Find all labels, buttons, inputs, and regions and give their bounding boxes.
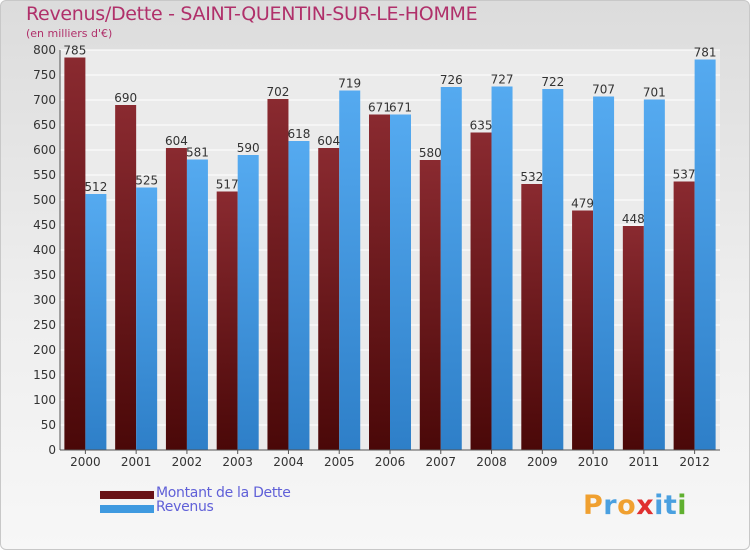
legend-label-debt: Montant de la Dette — [156, 485, 291, 501]
proxiti-logo: Proxiti — [583, 490, 687, 521]
logo-letter: i — [654, 490, 664, 521]
data-label-revenue: 618 — [288, 127, 311, 141]
data-label-debt: 635 — [470, 119, 493, 133]
y-tick-label: 650 — [33, 118, 56, 132]
x-tick-label: 2010 — [578, 455, 609, 469]
bar-revenue — [440, 87, 462, 450]
data-label-revenue: 727 — [491, 73, 514, 87]
data-label-revenue: 719 — [338, 77, 361, 91]
data-label-debt: 517 — [216, 178, 239, 192]
bar-revenue — [339, 90, 361, 450]
bar-revenue — [593, 96, 615, 450]
data-label-debt: 671 — [368, 101, 391, 115]
logo-letter: r — [603, 490, 618, 521]
data-label-revenue: 781 — [694, 46, 717, 60]
x-tick-label: 2004 — [273, 455, 304, 469]
x-tick-label: 2008 — [476, 455, 507, 469]
data-label-revenue: 726 — [440, 73, 463, 87]
x-tick-label: 2006 — [375, 455, 406, 469]
bar-revenue — [288, 141, 310, 450]
bar-debt — [318, 148, 340, 450]
x-tick-label: 2005 — [324, 455, 355, 469]
y-tick-label: 200 — [33, 343, 56, 357]
bar-debt — [572, 210, 594, 450]
y-tick-label: 500 — [33, 193, 56, 207]
data-label-revenue: 581 — [186, 146, 209, 160]
bar-revenue — [85, 194, 107, 450]
y-tick-label: 450 — [33, 218, 56, 232]
bar-debt — [165, 148, 187, 450]
logo-letter: i — [677, 490, 688, 521]
y-tick-label: 50 — [41, 418, 56, 432]
bar-revenue — [491, 86, 513, 450]
chart-title: Revenus/Dette - SAINT-QUENTIN-SUR-LE-HOM… — [26, 3, 478, 25]
y-tick-label: 600 — [33, 143, 56, 157]
data-label-debt: 580 — [419, 146, 442, 160]
bar-revenue — [390, 114, 411, 450]
bar-debt — [369, 114, 390, 450]
bar-revenue — [237, 155, 259, 450]
logo-letter: x — [636, 490, 655, 521]
y-tick-label: 350 — [33, 268, 56, 282]
bar-debt — [267, 99, 289, 450]
data-label-revenue: 722 — [541, 75, 564, 89]
data-label-revenue: 512 — [84, 180, 107, 194]
bar-revenue — [694, 59, 716, 450]
x-tick-label: 2007 — [425, 455, 456, 469]
bar-revenue — [186, 159, 208, 450]
data-label-revenue: 590 — [237, 141, 260, 155]
chart-subtitle: (en milliers d'€) — [26, 27, 113, 40]
bar-debt — [419, 160, 441, 450]
data-label-revenue: 701 — [643, 86, 666, 100]
y-tick-label: 800 — [33, 43, 56, 57]
x-tick-label: 2000 — [70, 455, 101, 469]
bar-debt — [216, 191, 238, 450]
x-tick-label: 2011 — [629, 455, 660, 469]
y-tick-label: 400 — [33, 243, 56, 257]
data-label-debt: 604 — [317, 134, 340, 148]
logo-letter: P — [583, 490, 604, 521]
x-tick-label: 2003 — [222, 455, 253, 469]
bar-debt — [673, 181, 695, 450]
data-label-debt: 537 — [673, 168, 696, 182]
bar-debt — [622, 226, 644, 450]
y-tick-label: 550 — [33, 168, 56, 182]
data-label-debt: 532 — [520, 170, 543, 184]
bar-debt — [115, 105, 137, 450]
bar-revenue — [542, 89, 564, 450]
bar-debt — [470, 132, 492, 450]
y-tick-label: 750 — [33, 68, 56, 82]
bar-debt — [64, 57, 86, 450]
legend-swatch-revenue — [100, 505, 154, 513]
x-tick-label: 2012 — [679, 455, 710, 469]
y-tick-label: 100 — [33, 393, 56, 407]
bar-revenue — [136, 187, 158, 450]
y-tick-label: 250 — [33, 318, 56, 332]
data-label-revenue: 525 — [135, 174, 158, 188]
data-label-revenue: 707 — [592, 83, 615, 97]
y-tick-label: 150 — [33, 368, 56, 382]
x-tick-label: 2001 — [121, 455, 152, 469]
bar-revenue — [643, 99, 665, 450]
data-label-debt: 702 — [267, 85, 290, 99]
legend-swatch-debt — [100, 491, 154, 499]
logo-letter: o — [617, 490, 637, 521]
x-tick-label: 2002 — [172, 455, 203, 469]
y-tick-label: 700 — [33, 93, 56, 107]
bar-debt — [521, 184, 543, 450]
data-label-debt: 479 — [571, 197, 594, 211]
data-label-debt: 690 — [114, 91, 137, 105]
y-tick-label: 0 — [48, 443, 56, 457]
y-tick-label: 300 — [33, 293, 56, 307]
data-label-debt: 604 — [165, 134, 188, 148]
x-tick-label: 2009 — [527, 455, 558, 469]
legend-label-revenue: Revenus — [156, 499, 214, 515]
data-label-revenue: 671 — [389, 101, 412, 115]
data-label-debt: 448 — [622, 212, 645, 226]
logo-letter: t — [663, 490, 678, 521]
data-label-debt: 785 — [63, 44, 86, 58]
